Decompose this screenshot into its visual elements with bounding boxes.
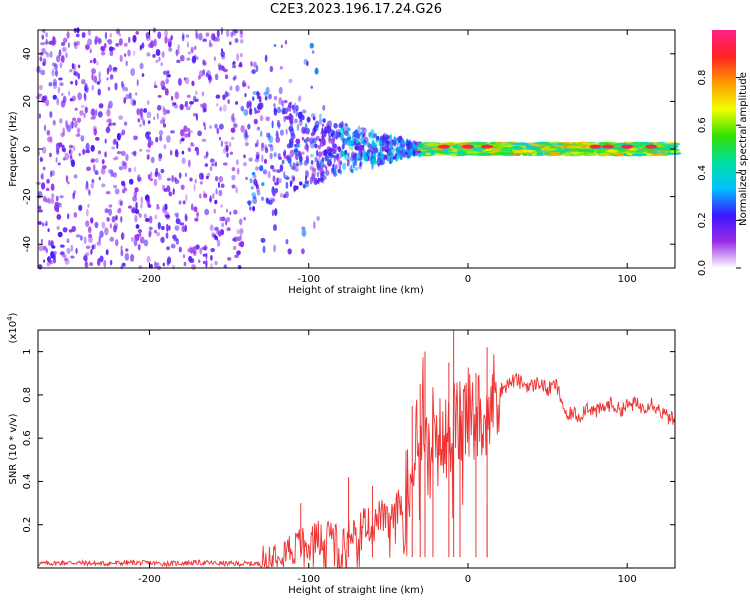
- heatmap-peak: [461, 144, 474, 149]
- heatmap-peak: [438, 144, 451, 149]
- snr-line: [37, 354, 676, 568]
- snr-y-ticks: 0.2 0.4 0.6 0.8 1: [22, 348, 675, 533]
- heatmap-peak: [621, 144, 634, 149]
- x-tick-label: 100: [618, 274, 637, 285]
- snr-y-label: SNR (10 * v/v): [8, 413, 19, 484]
- spectrogram-x-ticks: -200 -100 0 100: [138, 30, 637, 285]
- y-tick-label: 20: [22, 95, 33, 108]
- x-tick-label: -200: [138, 274, 161, 285]
- heatmap-peak: [481, 144, 494, 149]
- y-tick-label: 0: [22, 146, 33, 152]
- y-tick-label: 40: [22, 47, 33, 60]
- heatmap-peak: [645, 144, 658, 149]
- colorbar-tick-label: 0.4: [697, 165, 708, 181]
- snr-y-scale-close: ): [8, 312, 19, 316]
- x-tick-label: -100: [297, 274, 320, 285]
- snr-y-scale: (x104): [6, 312, 19, 343]
- colorbar-tick-label: 0.8: [697, 70, 708, 86]
- colorbar-gradient: [712, 30, 736, 268]
- snr-series: [37, 330, 676, 568]
- colorbar: 0.0 0.2 0.4 0.6 0.8 Normalized spectral ampl…: [697, 30, 749, 276]
- figure-title: C2E3.2023.196.17.24.G26: [270, 2, 442, 17]
- spectrogram-x-label: Height of straight line (km): [288, 285, 424, 296]
- x-tick-label: -200: [138, 574, 161, 585]
- spectrogram-y-label: Frequency (Hz): [8, 111, 19, 187]
- x-tick-label: 100: [618, 574, 637, 585]
- snr-y-scale-prefix: (x10: [8, 321, 19, 344]
- snr-x-label: Height of straight line (km): [288, 585, 424, 596]
- x-tick-label: 0: [465, 274, 471, 285]
- y-tick-label: 0.2: [22, 517, 33, 533]
- snr-frame: [37, 329, 676, 569]
- svg-text:(x104): (x104): [6, 312, 19, 343]
- heatmap-peak: [602, 144, 615, 149]
- y-tick-label: 0.8: [22, 387, 33, 403]
- heatmap-cells: [35, 27, 682, 270]
- x-tick-label: 0: [465, 574, 471, 585]
- x-tick-label: -100: [297, 574, 320, 585]
- heatmap-peak: [589, 144, 602, 149]
- y-tick-label: 1: [22, 348, 33, 354]
- snr-y-scale-exp: 4: [6, 316, 14, 321]
- colorbar-tick-label: 0.0: [697, 260, 708, 276]
- snr-x-ticks: -200 -100 0 100: [138, 330, 637, 585]
- colorbar-ticks: 0.0 0.2 0.4 0.6 0.8: [697, 70, 741, 276]
- y-tick-label: 0.6: [22, 430, 33, 446]
- y-tick-label: 0.4: [22, 474, 33, 490]
- y-tick-label: -20: [22, 188, 33, 204]
- y-tick-label: -40: [22, 236, 33, 252]
- snr-panel: -200 -100 0 100 0.2 0.4 0.6 0.8 1 Height of str…: [6, 312, 676, 596]
- colorbar-label: Normalized spectral amplitude: [738, 72, 749, 226]
- spectrogram-y-ticks: -40 -20 0 20 40: [22, 47, 675, 252]
- colorbar-tick-label: 0.6: [697, 117, 708, 133]
- colorbar-tick-label: 0.2: [697, 212, 708, 228]
- spectrogram-heatmap: [35, 27, 682, 270]
